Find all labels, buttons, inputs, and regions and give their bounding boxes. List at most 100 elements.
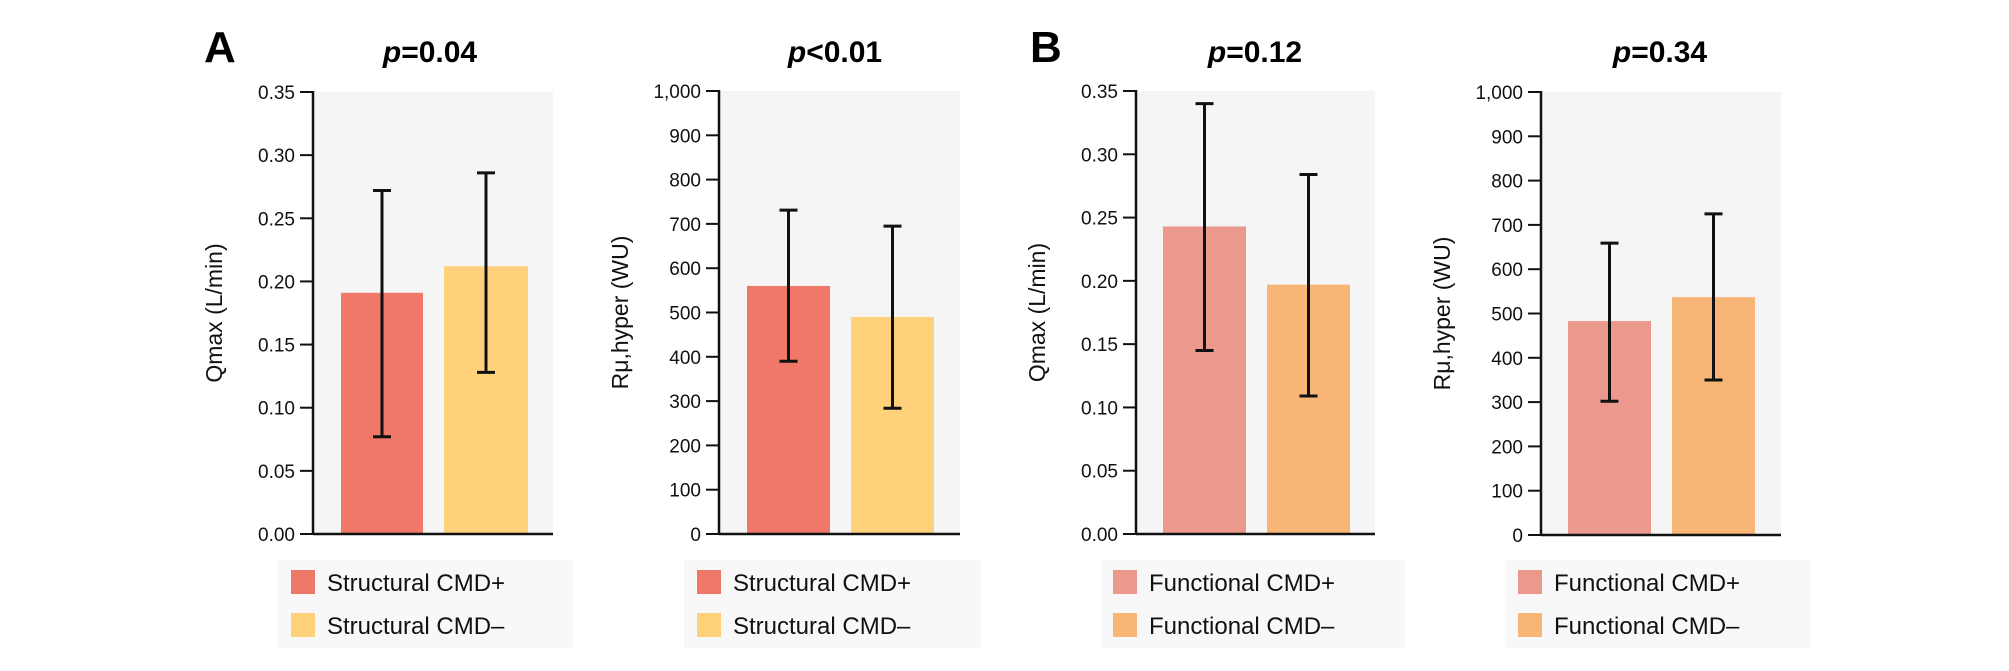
- panel-letter-a: A: [204, 23, 236, 72]
- title-p-symbol: p: [787, 36, 806, 69]
- y-tick-label: 900: [669, 126, 701, 147]
- legend-item[interactable]: Structural CMD–: [291, 613, 505, 640]
- y-tick-label: 1,000: [653, 82, 701, 103]
- charts-container: p=0.040.000.050.100.150.200.250.300.35Qm…: [201, 36, 1810, 648]
- y-tick-label: 900: [1491, 127, 1523, 148]
- legend-label: Structural CMD–: [327, 613, 505, 640]
- y-tick-label: 800: [1491, 172, 1523, 193]
- y-tick-label: 0.30: [1081, 145, 1118, 166]
- title-p-value: =0.34: [1631, 36, 1707, 69]
- legend-item[interactable]: Functional CMD–: [1113, 613, 1335, 640]
- title-p-value: <0.01: [806, 36, 882, 69]
- y-tick-label: 0.00: [1081, 525, 1118, 546]
- legend-swatch: [1113, 570, 1137, 594]
- y-tick-label: 0.10: [258, 399, 295, 420]
- y-tick-label: 0: [1512, 526, 1523, 547]
- y-tick-label: 400: [669, 348, 701, 369]
- legend-label: Structural CMD–: [733, 613, 911, 640]
- panel-letter-b: B: [1030, 23, 1062, 72]
- legend-background: [684, 560, 981, 648]
- legend-swatch: [697, 613, 721, 637]
- legend: Structural CMD+ Structural CMD–: [684, 560, 981, 648]
- y-tick-label: 100: [669, 481, 701, 502]
- legend-item[interactable]: Functional CMD–: [1518, 613, 1740, 640]
- y-tick-label: 500: [1491, 305, 1523, 326]
- y-axis-label: Rμ,hyper (WU): [607, 236, 633, 390]
- y-tick-label: 0.35: [258, 83, 295, 104]
- y-tick-label: 0.15: [258, 336, 295, 357]
- legend-label: Functional CMD+: [1554, 570, 1740, 597]
- error-bar: [1299, 173, 1318, 398]
- chart-1: p=0.04 0.00 0.05 0.10 0.15 0.20 0.25 0.30 0.35 Qm…: [201, 36, 573, 648]
- error-bar: [477, 171, 495, 374]
- legend-swatch: [291, 570, 315, 594]
- error-bar: [1600, 241, 1619, 403]
- y-tick-label: 1,000: [1475, 83, 1523, 104]
- legend-item[interactable]: Structural CMD–: [697, 613, 911, 640]
- y-tick-label: 0.10: [1081, 398, 1118, 419]
- y-tick-label: 400: [1491, 349, 1523, 370]
- y-axis-label: Qmax (L/min): [201, 243, 227, 382]
- y-tick-label: 0: [690, 525, 701, 546]
- chart-title: p=0.12: [1207, 36, 1302, 69]
- y-tick-label: 600: [669, 259, 701, 280]
- y-tick-label: 0.25: [1081, 209, 1118, 230]
- legend-background: [1102, 560, 1405, 648]
- y-tick-label: 700: [1491, 216, 1523, 237]
- title-p-symbol: p: [382, 36, 401, 69]
- legend: Structural CMD+ Structural CMD–: [278, 560, 573, 648]
- y-axis-label: Rμ,hyper (WU): [1429, 237, 1455, 391]
- y-tick-label: 600: [1491, 260, 1523, 281]
- y-tick-label: 200: [669, 436, 701, 457]
- y-tick-label: 0.05: [1081, 462, 1118, 483]
- y-tick-label: 0.35: [1081, 82, 1118, 103]
- chart-title: p<0.01: [787, 36, 882, 69]
- legend-item[interactable]: Structural CMD+: [291, 570, 505, 597]
- error-bar: [1195, 102, 1214, 352]
- legend-background: [278, 560, 573, 648]
- legend-swatch: [697, 570, 721, 594]
- legend-label: Structural CMD+: [733, 570, 911, 597]
- title-p-symbol: p: [1207, 36, 1226, 69]
- y-tick-label: 0.20: [1081, 272, 1118, 293]
- y-tick-label: 700: [669, 215, 701, 236]
- title-p-value: =0.04: [401, 36, 477, 69]
- y-tick-label: 0.30: [258, 146, 295, 167]
- legend-label: Functional CMD–: [1554, 613, 1740, 640]
- chart-2: p<0.01 0 100 200 300 400 500 600 700 800 900 1,000 R…: [607, 36, 981, 648]
- legend-item[interactable]: Functional CMD+: [1518, 570, 1740, 597]
- y-tick-label: 300: [1491, 393, 1523, 414]
- legend-item[interactable]: Structural CMD+: [697, 570, 911, 597]
- title-p-symbol: p: [1612, 36, 1631, 69]
- y-tick-label: 800: [669, 171, 701, 192]
- legend-swatch: [291, 613, 315, 637]
- chart-4: p=0.34 0 100 200 300 400 500 600 700 800 900 1,000 R…: [1429, 36, 1810, 648]
- y-tick-label: 0.05: [258, 462, 295, 483]
- y-tick-label: 200: [1491, 437, 1523, 458]
- y-tick-label: 100: [1491, 482, 1523, 503]
- error-bar: [1704, 212, 1723, 382]
- error-bar: [883, 224, 902, 410]
- legend-swatch: [1518, 570, 1542, 594]
- y-tick-label: 0.20: [258, 272, 295, 293]
- y-tick-label: 0.00: [258, 525, 295, 546]
- legend-label: Functional CMD–: [1149, 613, 1335, 640]
- legend: Functional CMD+ Functional CMD–: [1505, 560, 1810, 648]
- legend-background: [1505, 560, 1810, 648]
- chart-title: p=0.34: [1612, 36, 1708, 69]
- y-axis-label: Qmax (L/min): [1024, 243, 1050, 382]
- legend-swatch: [1113, 613, 1137, 637]
- legend-swatch: [1518, 613, 1542, 637]
- chart-title: p=0.04: [382, 36, 478, 69]
- y-tick-label: 500: [669, 304, 701, 325]
- y-tick-label: 0.25: [258, 209, 295, 230]
- error-bar: [779, 208, 798, 363]
- legend-item[interactable]: Functional CMD+: [1113, 570, 1335, 597]
- y-tick-label: 300: [669, 392, 701, 413]
- chart-3: p=0.12 0.00 0.05 0.10 0.15 0.20 0.25 0.30 0.35 Qm…: [1024, 36, 1405, 648]
- legend: Functional CMD+ Functional CMD–: [1102, 560, 1405, 648]
- error-bar: [373, 189, 391, 439]
- legend-label: Functional CMD+: [1149, 570, 1335, 597]
- legend-label: Structural CMD+: [327, 570, 505, 597]
